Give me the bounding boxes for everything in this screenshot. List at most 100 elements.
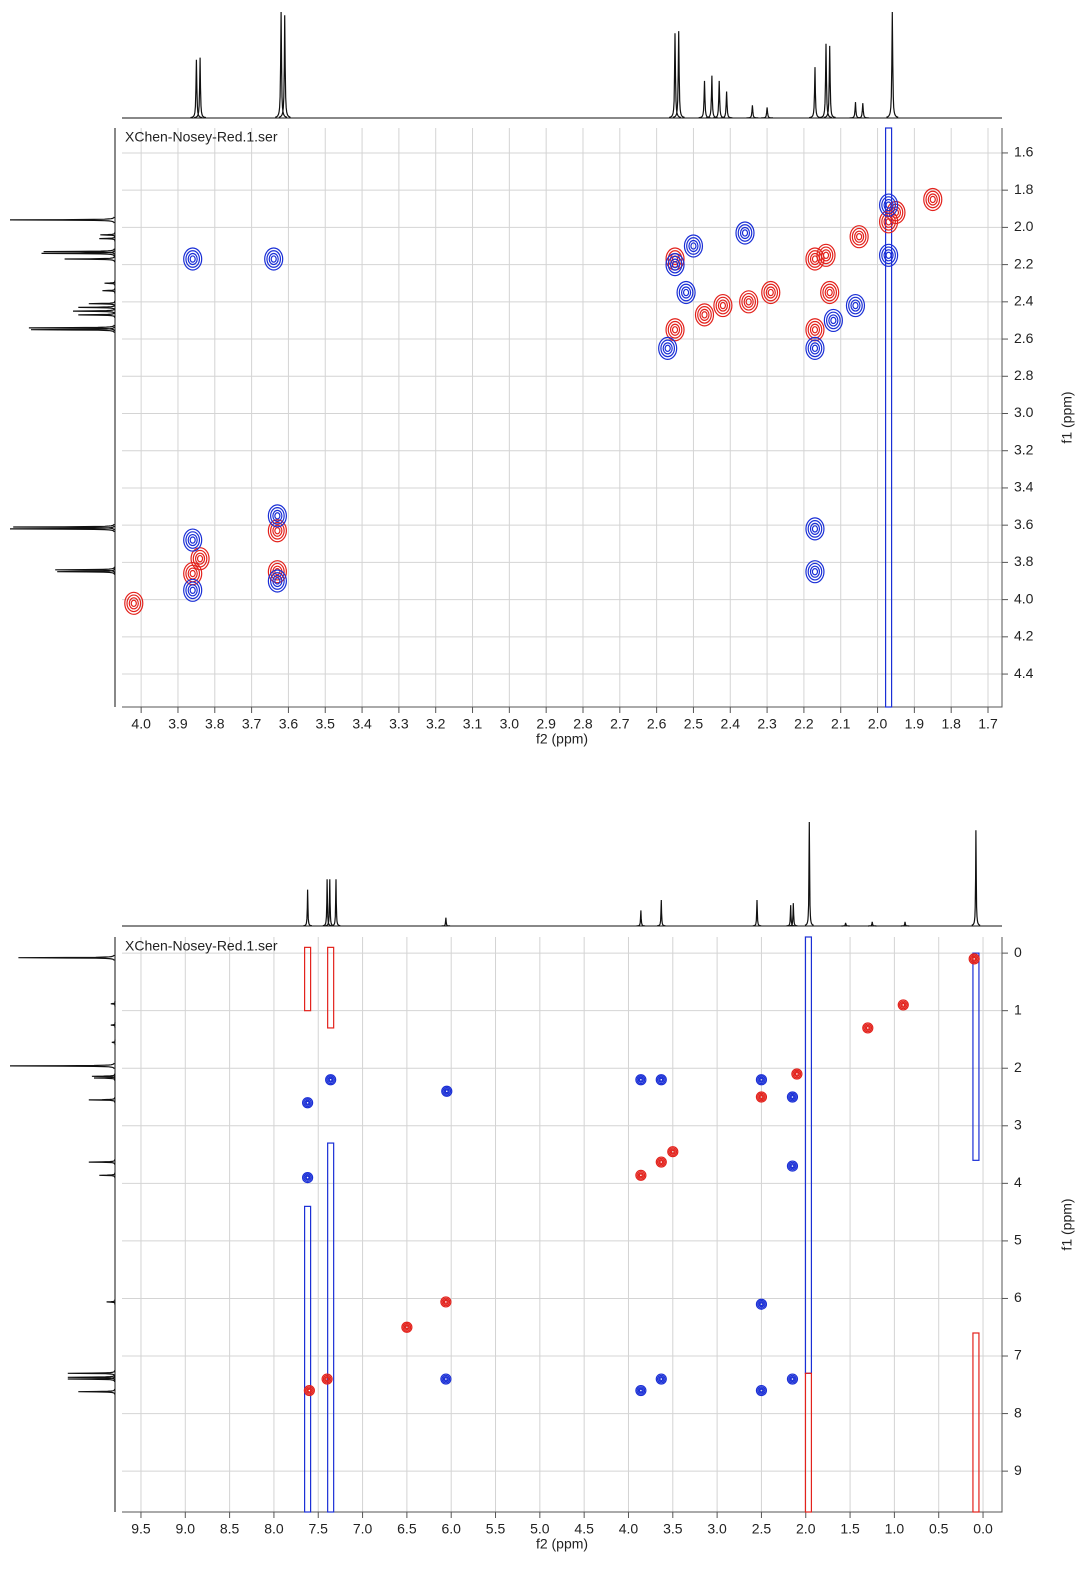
contour <box>270 562 285 581</box>
projection-peak <box>868 921 877 927</box>
axis-line <box>122 937 1003 1513</box>
contour <box>807 562 823 581</box>
projection-peak <box>9 1062 115 1070</box>
y-tick-label: 3.2 <box>1014 441 1034 457</box>
contour <box>635 1384 647 1397</box>
contour <box>682 288 690 297</box>
y-tick-label: 1 <box>1014 1001 1022 1017</box>
contour <box>820 280 840 305</box>
projection-peak <box>900 921 910 927</box>
contour <box>124 591 144 615</box>
contour <box>637 1387 644 1394</box>
contour <box>189 569 196 578</box>
contour <box>925 190 941 209</box>
contour <box>759 1302 764 1307</box>
x-axis-label: f2 (ppm) <box>536 731 588 747</box>
contour <box>822 251 830 259</box>
projection-peak <box>706 75 718 119</box>
x-tick-label: 6.5 <box>397 1521 417 1537</box>
x-tick-label: 3.0 <box>500 716 520 732</box>
contour <box>264 247 284 271</box>
projection-peak <box>106 1299 116 1305</box>
projection-peak <box>856 103 869 119</box>
contour <box>302 1171 314 1184</box>
projection-peak <box>849 102 862 119</box>
x-tick-label: 4.0 <box>131 716 151 732</box>
contour <box>820 249 832 262</box>
contour <box>655 1156 667 1168</box>
contour <box>658 1375 665 1383</box>
plot: 9.5 9.0 8.5 8.0 7.5 7.0 6.5 6.0 5.5 5.0 4.5 4.0 3.5 3… <box>9 821 1075 1552</box>
contour <box>662 342 673 355</box>
projection-peak <box>55 566 116 574</box>
projection-peak <box>78 1388 116 1395</box>
contour <box>809 522 821 535</box>
x-tick-label: 1.8 <box>941 716 961 732</box>
contour <box>189 586 196 594</box>
contour <box>303 1384 315 1397</box>
contour <box>270 572 285 590</box>
contour <box>327 1076 334 1083</box>
contour <box>680 286 692 299</box>
contour <box>719 301 727 310</box>
x-tick-label: 0.0 <box>973 1521 993 1537</box>
contour <box>321 1373 333 1385</box>
streak <box>972 952 980 1161</box>
contour <box>811 326 819 334</box>
x-tick-label: 7.5 <box>309 1521 329 1537</box>
contour <box>789 1093 796 1101</box>
contour <box>805 336 825 360</box>
projection-peak <box>190 59 203 119</box>
x-tick-label: 3.5 <box>663 1521 683 1537</box>
x-tick-label: 4.5 <box>574 1521 594 1537</box>
x-tick-label: 1.0 <box>885 1521 905 1537</box>
projection-peak <box>761 107 773 119</box>
contour <box>272 574 283 588</box>
y-tick-label: 7 <box>1014 1347 1022 1363</box>
contour <box>737 224 753 242</box>
contour <box>786 1160 799 1172</box>
x-tick-label: 3.7 <box>242 716 262 732</box>
contour <box>739 226 751 240</box>
streak <box>804 936 813 1374</box>
contour <box>130 599 137 608</box>
projection-peak <box>657 899 666 927</box>
contour <box>187 567 198 580</box>
projection-peak <box>110 1001 116 1007</box>
contour <box>741 229 749 237</box>
x-tick-label: 5.5 <box>486 1521 506 1537</box>
contour <box>865 1025 870 1030</box>
contour <box>196 554 204 563</box>
contour <box>328 1077 333 1082</box>
contour <box>658 336 678 360</box>
contour <box>923 187 943 212</box>
contour <box>805 318 825 342</box>
contour <box>883 249 894 262</box>
contour <box>971 955 978 962</box>
streak <box>972 1332 980 1513</box>
y-axis-label: f1 (ppm) <box>1059 391 1075 443</box>
contour <box>267 519 287 543</box>
contour <box>717 299 729 312</box>
contour <box>637 1076 644 1083</box>
projection-peak <box>102 287 116 294</box>
contour <box>266 250 282 268</box>
contour <box>683 234 704 258</box>
streak <box>884 127 893 708</box>
contour <box>969 954 979 964</box>
x-tick-label: 2.8 <box>573 716 593 732</box>
projection-peak <box>67 1376 116 1383</box>
contour <box>811 568 819 576</box>
y-tick-label: 4.4 <box>1014 665 1034 681</box>
x-tick-label: 9.5 <box>131 1521 151 1537</box>
contour <box>878 243 899 267</box>
contour <box>759 1077 764 1082</box>
contour <box>307 1388 312 1393</box>
y-tick-label: 6 <box>1014 1289 1022 1305</box>
contour <box>185 250 201 268</box>
contour <box>755 1384 768 1397</box>
contour <box>669 323 681 336</box>
x-tick-label: 2.9 <box>536 716 556 732</box>
contour <box>786 1091 799 1103</box>
contour <box>267 504 287 528</box>
